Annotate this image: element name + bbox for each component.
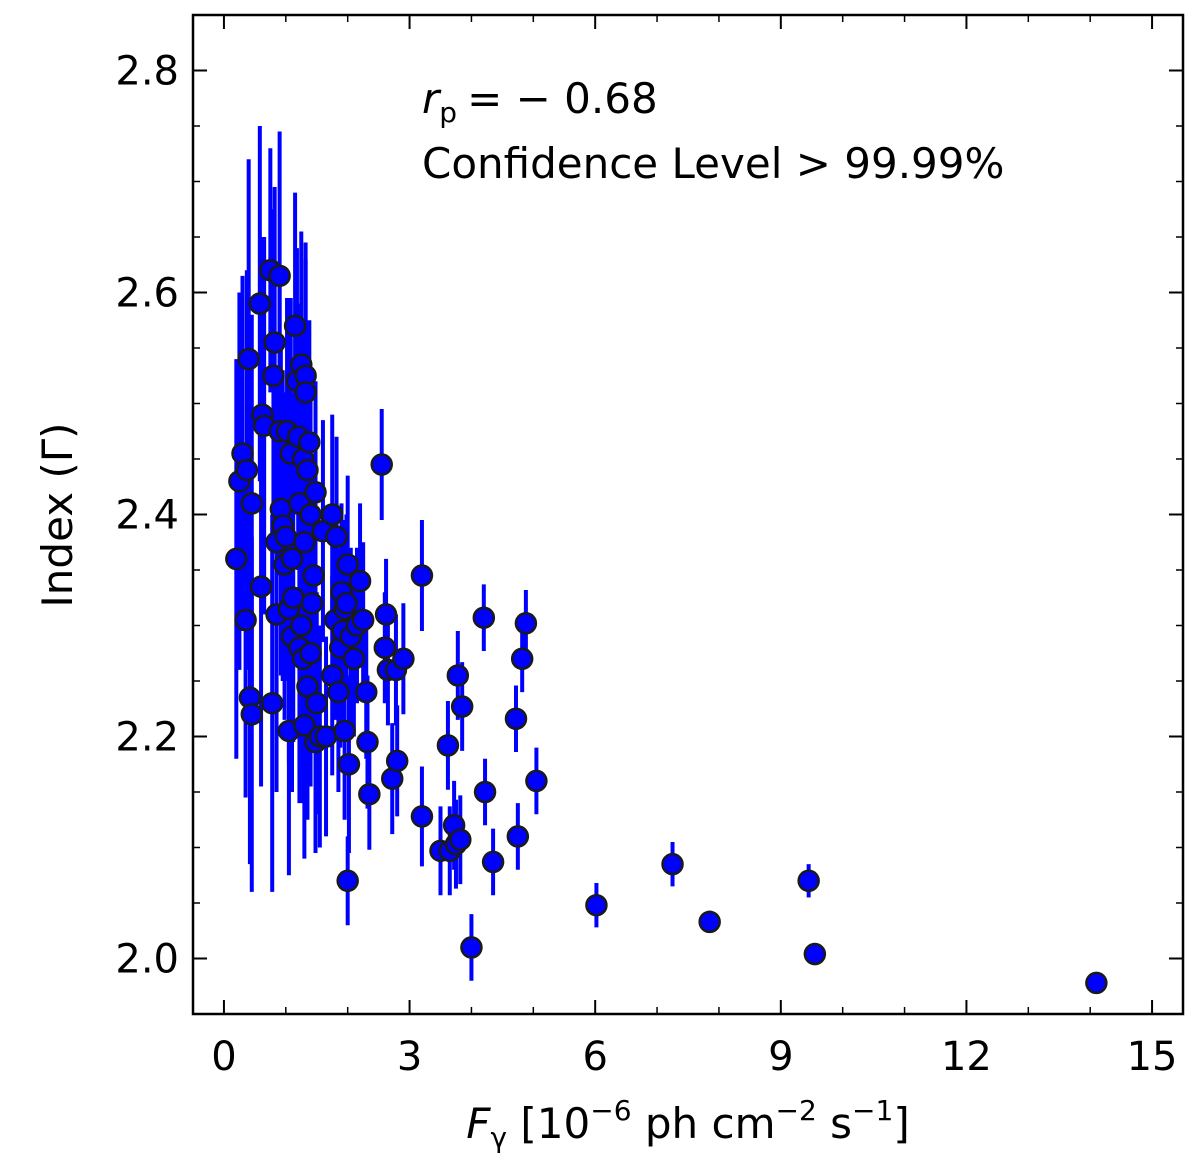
x-axis-label: Fγ [10−6 ph cm−2 s−1]: [466, 1094, 909, 1154]
data-point: [299, 642, 322, 665]
data-point: [298, 431, 321, 454]
data-point: [460, 936, 483, 959]
data-point: [333, 719, 356, 743]
x-tick-label: 0: [211, 1034, 236, 1080]
data-point: [302, 564, 325, 587]
data-point: [294, 381, 317, 404]
data-point: [268, 264, 291, 288]
data-point: [356, 730, 379, 754]
data-point: [327, 680, 350, 704]
data-point: [280, 547, 304, 571]
data-point: [436, 734, 460, 757]
point-layer: [225, 259, 1108, 995]
data-point: [450, 695, 474, 718]
data-point: [314, 725, 338, 748]
data-point: [446, 664, 470, 687]
data-point: [472, 606, 496, 629]
data-point: [392, 647, 415, 671]
data-point: [234, 608, 257, 632]
x-tick-label: 6: [582, 1034, 607, 1080]
data-point: [248, 292, 272, 315]
data-point: [237, 347, 260, 371]
data-point: [373, 636, 397, 659]
data-point: [260, 691, 284, 715]
x-tick-label: 9: [768, 1034, 793, 1080]
data-point: [235, 458, 259, 482]
data-point: [305, 691, 328, 715]
data-point: [481, 850, 505, 874]
data-point: [348, 569, 372, 593]
data-point: [698, 910, 721, 934]
data-point: [473, 780, 497, 804]
data-point: [661, 852, 684, 876]
y-axis-label: Index (Γ): [33, 422, 82, 607]
data-point: [504, 707, 528, 730]
data-point: [351, 608, 375, 632]
data-point: [296, 675, 319, 698]
data-point: [240, 492, 264, 515]
data-point: [335, 592, 358, 615]
data-point: [449, 828, 472, 851]
data-point: [325, 525, 348, 548]
data-point: [300, 592, 324, 615]
data-point: [585, 893, 608, 917]
data-point: [410, 564, 434, 587]
data-point: [249, 575, 273, 598]
y-tick-label: 2.6: [115, 271, 179, 317]
tick-layer: [193, 14, 1183, 1015]
y-tick-label: 2.4: [115, 493, 179, 539]
x-tick-label: 15: [1127, 1034, 1178, 1080]
data-point: [274, 525, 298, 548]
data-point: [336, 869, 359, 893]
data-point: [374, 603, 398, 626]
x-tick-label: 3: [397, 1034, 422, 1080]
data-point: [510, 647, 534, 671]
data-point: [514, 612, 538, 635]
data-point: [358, 782, 381, 806]
data-point: [525, 769, 548, 793]
data-point: [225, 547, 248, 571]
tick-label-layer: 0 3 6 9 12 15 2.0 2.2 2.4 2.6 2.8: [115, 49, 1177, 1081]
y-tick-label: 2.0: [115, 937, 179, 983]
data-point: [293, 531, 316, 554]
x-tick-label: 12: [941, 1034, 992, 1080]
data-point: [337, 753, 361, 776]
data-point: [336, 553, 359, 576]
data-point: [263, 331, 286, 354]
data-point: [296, 458, 319, 482]
data-point: [290, 614, 313, 637]
y-tick-label: 2.2: [115, 715, 179, 761]
data-point: [293, 714, 316, 737]
y-tick-label: 2.8: [115, 49, 179, 95]
data-point: [410, 805, 434, 828]
data-point: [281, 586, 305, 609]
data-point: [304, 481, 327, 504]
data-point: [283, 314, 307, 338]
annotation-r: rp = − 0.68: [422, 74, 658, 129]
data-point: [342, 647, 366, 671]
data-point: [797, 869, 820, 893]
data-point: [1085, 971, 1108, 995]
data-point: [320, 503, 344, 526]
data-point: [385, 749, 409, 773]
data-point: [803, 942, 827, 966]
data-point: [370, 453, 393, 476]
data-point: [355, 680, 378, 704]
data-point: [240, 703, 264, 726]
data-point: [506, 825, 530, 848]
data-point: [262, 364, 285, 387]
annotation-confidence: Confidence Level > 99.99%: [422, 139, 1004, 188]
data-point: [299, 503, 322, 526]
